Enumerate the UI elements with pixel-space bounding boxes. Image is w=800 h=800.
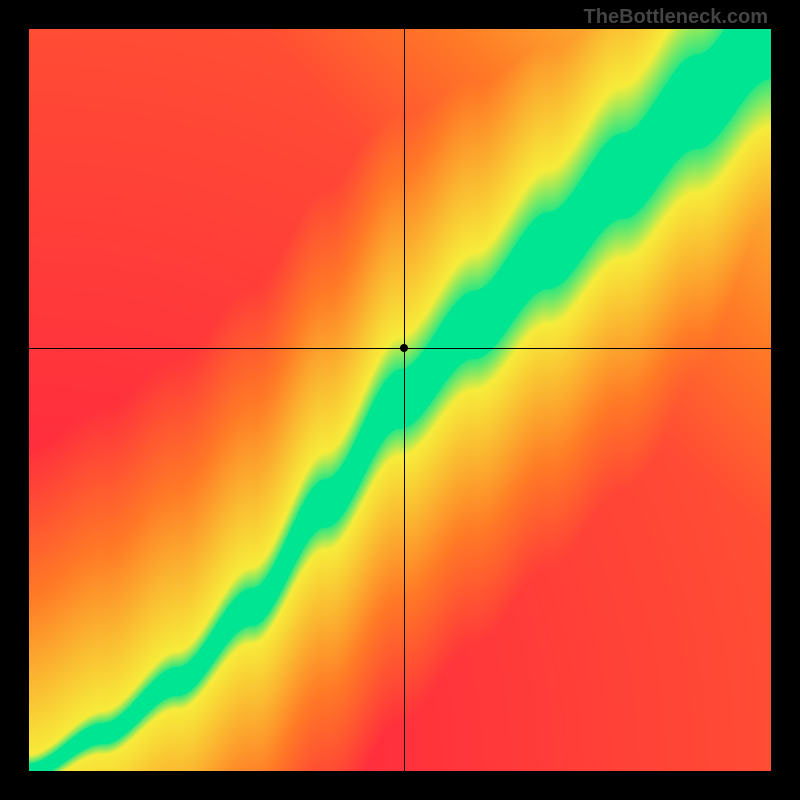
watermark-text: TheBottleneck.com: [584, 6, 768, 29]
crosshair-vertical: [404, 29, 405, 771]
crosshair-dot: [400, 344, 408, 352]
heatmap-canvas: [29, 29, 771, 771]
chart-container: TheBottleneck.com: [0, 0, 800, 800]
heatmap-plot: [29, 29, 771, 771]
